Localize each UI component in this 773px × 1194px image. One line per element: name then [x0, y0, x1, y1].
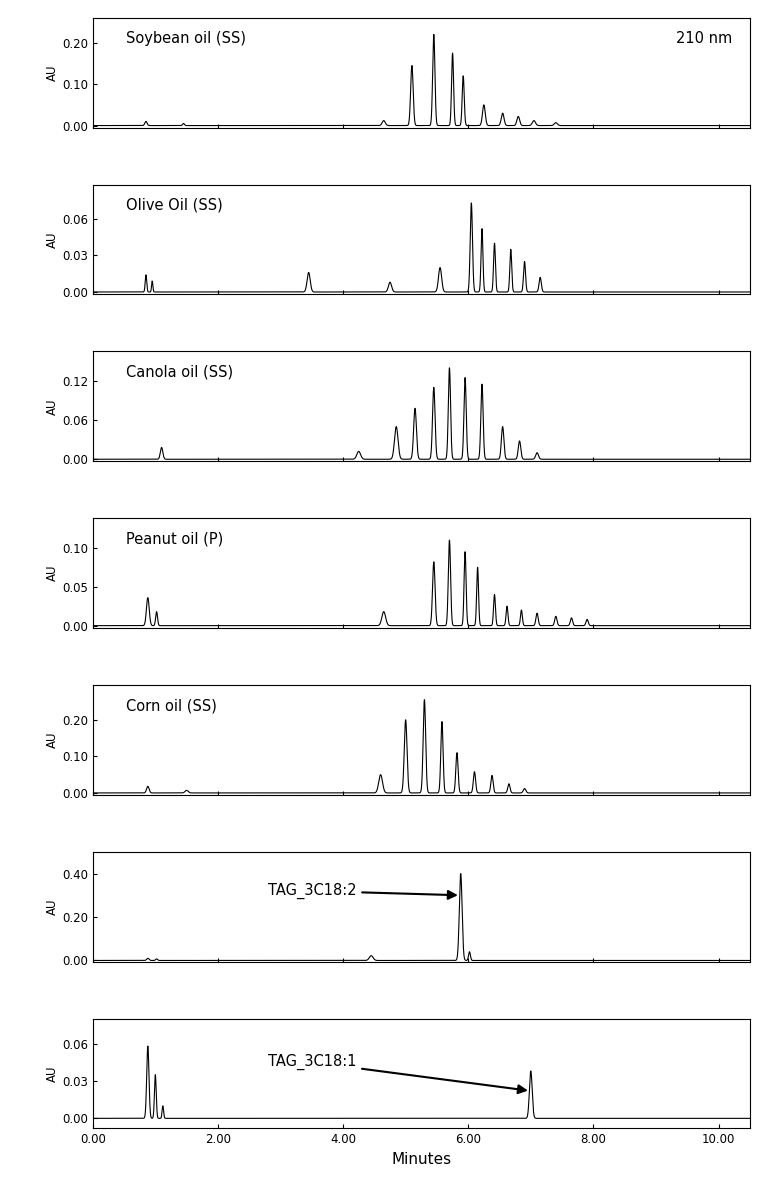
Y-axis label: AU: AU: [46, 398, 59, 414]
Text: Canola oil (SS): Canola oil (SS): [125, 364, 233, 380]
Text: TAG_3C18:1: TAG_3C18:1: [268, 1054, 526, 1093]
Y-axis label: AU: AU: [46, 565, 59, 581]
Text: Peanut oil (P): Peanut oil (P): [125, 531, 223, 547]
Text: Corn oil (SS): Corn oil (SS): [125, 698, 216, 713]
Y-axis label: AU: AU: [46, 1065, 59, 1082]
Text: Soybean oil (SS): Soybean oil (SS): [125, 31, 246, 47]
X-axis label: Minutes: Minutes: [391, 1152, 451, 1167]
Text: Olive Oil (SS): Olive Oil (SS): [125, 198, 223, 213]
Y-axis label: AU: AU: [46, 898, 59, 915]
Text: TAG_3C18:2: TAG_3C18:2: [268, 882, 455, 899]
Y-axis label: AU: AU: [46, 732, 59, 749]
Y-axis label: AU: AU: [46, 64, 59, 81]
Y-axis label: AU: AU: [46, 232, 59, 248]
Text: 210 nm: 210 nm: [676, 31, 732, 47]
